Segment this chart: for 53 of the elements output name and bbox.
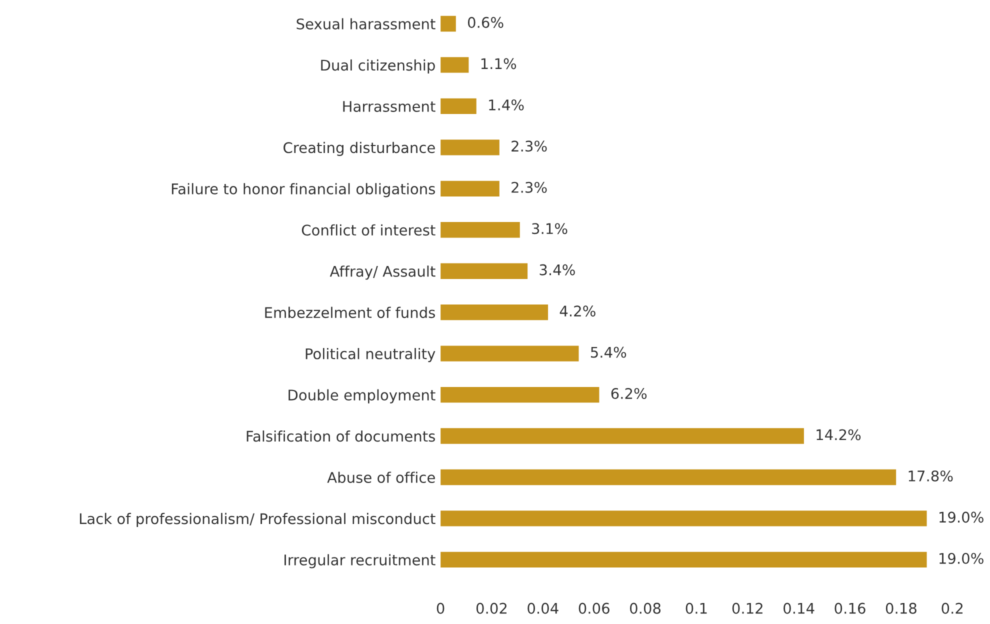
data-label: 1.4% [489, 99, 524, 110]
bar [440, 304, 548, 320]
bar [440, 98, 476, 114]
y-tick-label: Falsification of documents [246, 430, 435, 442]
y-tick-label: Sexual harassment [296, 18, 436, 30]
x-tick-label: 0.02 [476, 602, 507, 614]
y-tick-label: Abuse of office [327, 472, 435, 483]
bar [440, 180, 500, 196]
data-label: 0.6% [468, 16, 504, 28]
y-tick-label: Affray/ Assault [330, 266, 436, 280]
data-label: 19.0% [940, 552, 984, 564]
x-tick-label: 0.04 [528, 602, 558, 614]
x-tick-label: 0.2 [942, 602, 963, 614]
data-label: 2.3% [512, 182, 547, 193]
x-tick-label: 0.08 [630, 602, 661, 614]
x-tick-label: 0.1 [686, 602, 707, 614]
x-tick-label: 0.14 [784, 602, 814, 614]
data-label: 17.8% [908, 470, 953, 482]
data-label: 14.2% [816, 429, 861, 440]
bar [440, 222, 520, 238]
data-label: 19.0% [940, 512, 984, 523]
y-tick-label: Creating disturbance [284, 142, 435, 156]
bar [440, 57, 469, 73]
bar [440, 552, 927, 568]
x-tick-label: 0.12 [732, 602, 762, 614]
data-label: 3.4% [540, 264, 575, 276]
data-label: 4.2% [560, 306, 596, 317]
y-tick-label: Conflict of interest [302, 224, 436, 236]
bar [440, 263, 528, 279]
y-tick-label: Harrassment [343, 101, 436, 112]
bar [440, 346, 579, 362]
bar [440, 386, 600, 403]
x-tick-label: 0 [436, 602, 444, 614]
data-label: 6.2% [611, 388, 647, 400]
data-label: 1.1% [481, 58, 516, 70]
data-label: 5.4% [590, 346, 626, 358]
y-tick-label: Lack of professionalism/ Professional misconduct [80, 512, 436, 528]
bar [440, 140, 500, 156]
bar [440, 510, 927, 526]
y-tick-label: Political neutrality [306, 348, 436, 362]
y-tick-label: Failure to honor financial obligations [172, 183, 435, 198]
bar [440, 469, 896, 486]
y-tick-label: Embezzelment of funds [265, 306, 435, 318]
y-tick-label: Irregular recruitment [284, 554, 436, 568]
bar [440, 16, 456, 32]
y-tick-label: Double employment [288, 389, 436, 404]
y-tick-label: Dual citizenship [321, 59, 435, 74]
data-label: 2.3% [512, 140, 547, 152]
bar [440, 428, 804, 444]
x-tick-label: 0.18 [886, 602, 916, 614]
x-tick-label: 0.06 [578, 602, 610, 614]
x-tick-label: 0.16 [834, 602, 866, 614]
data-label: 3.1% [532, 223, 568, 234]
